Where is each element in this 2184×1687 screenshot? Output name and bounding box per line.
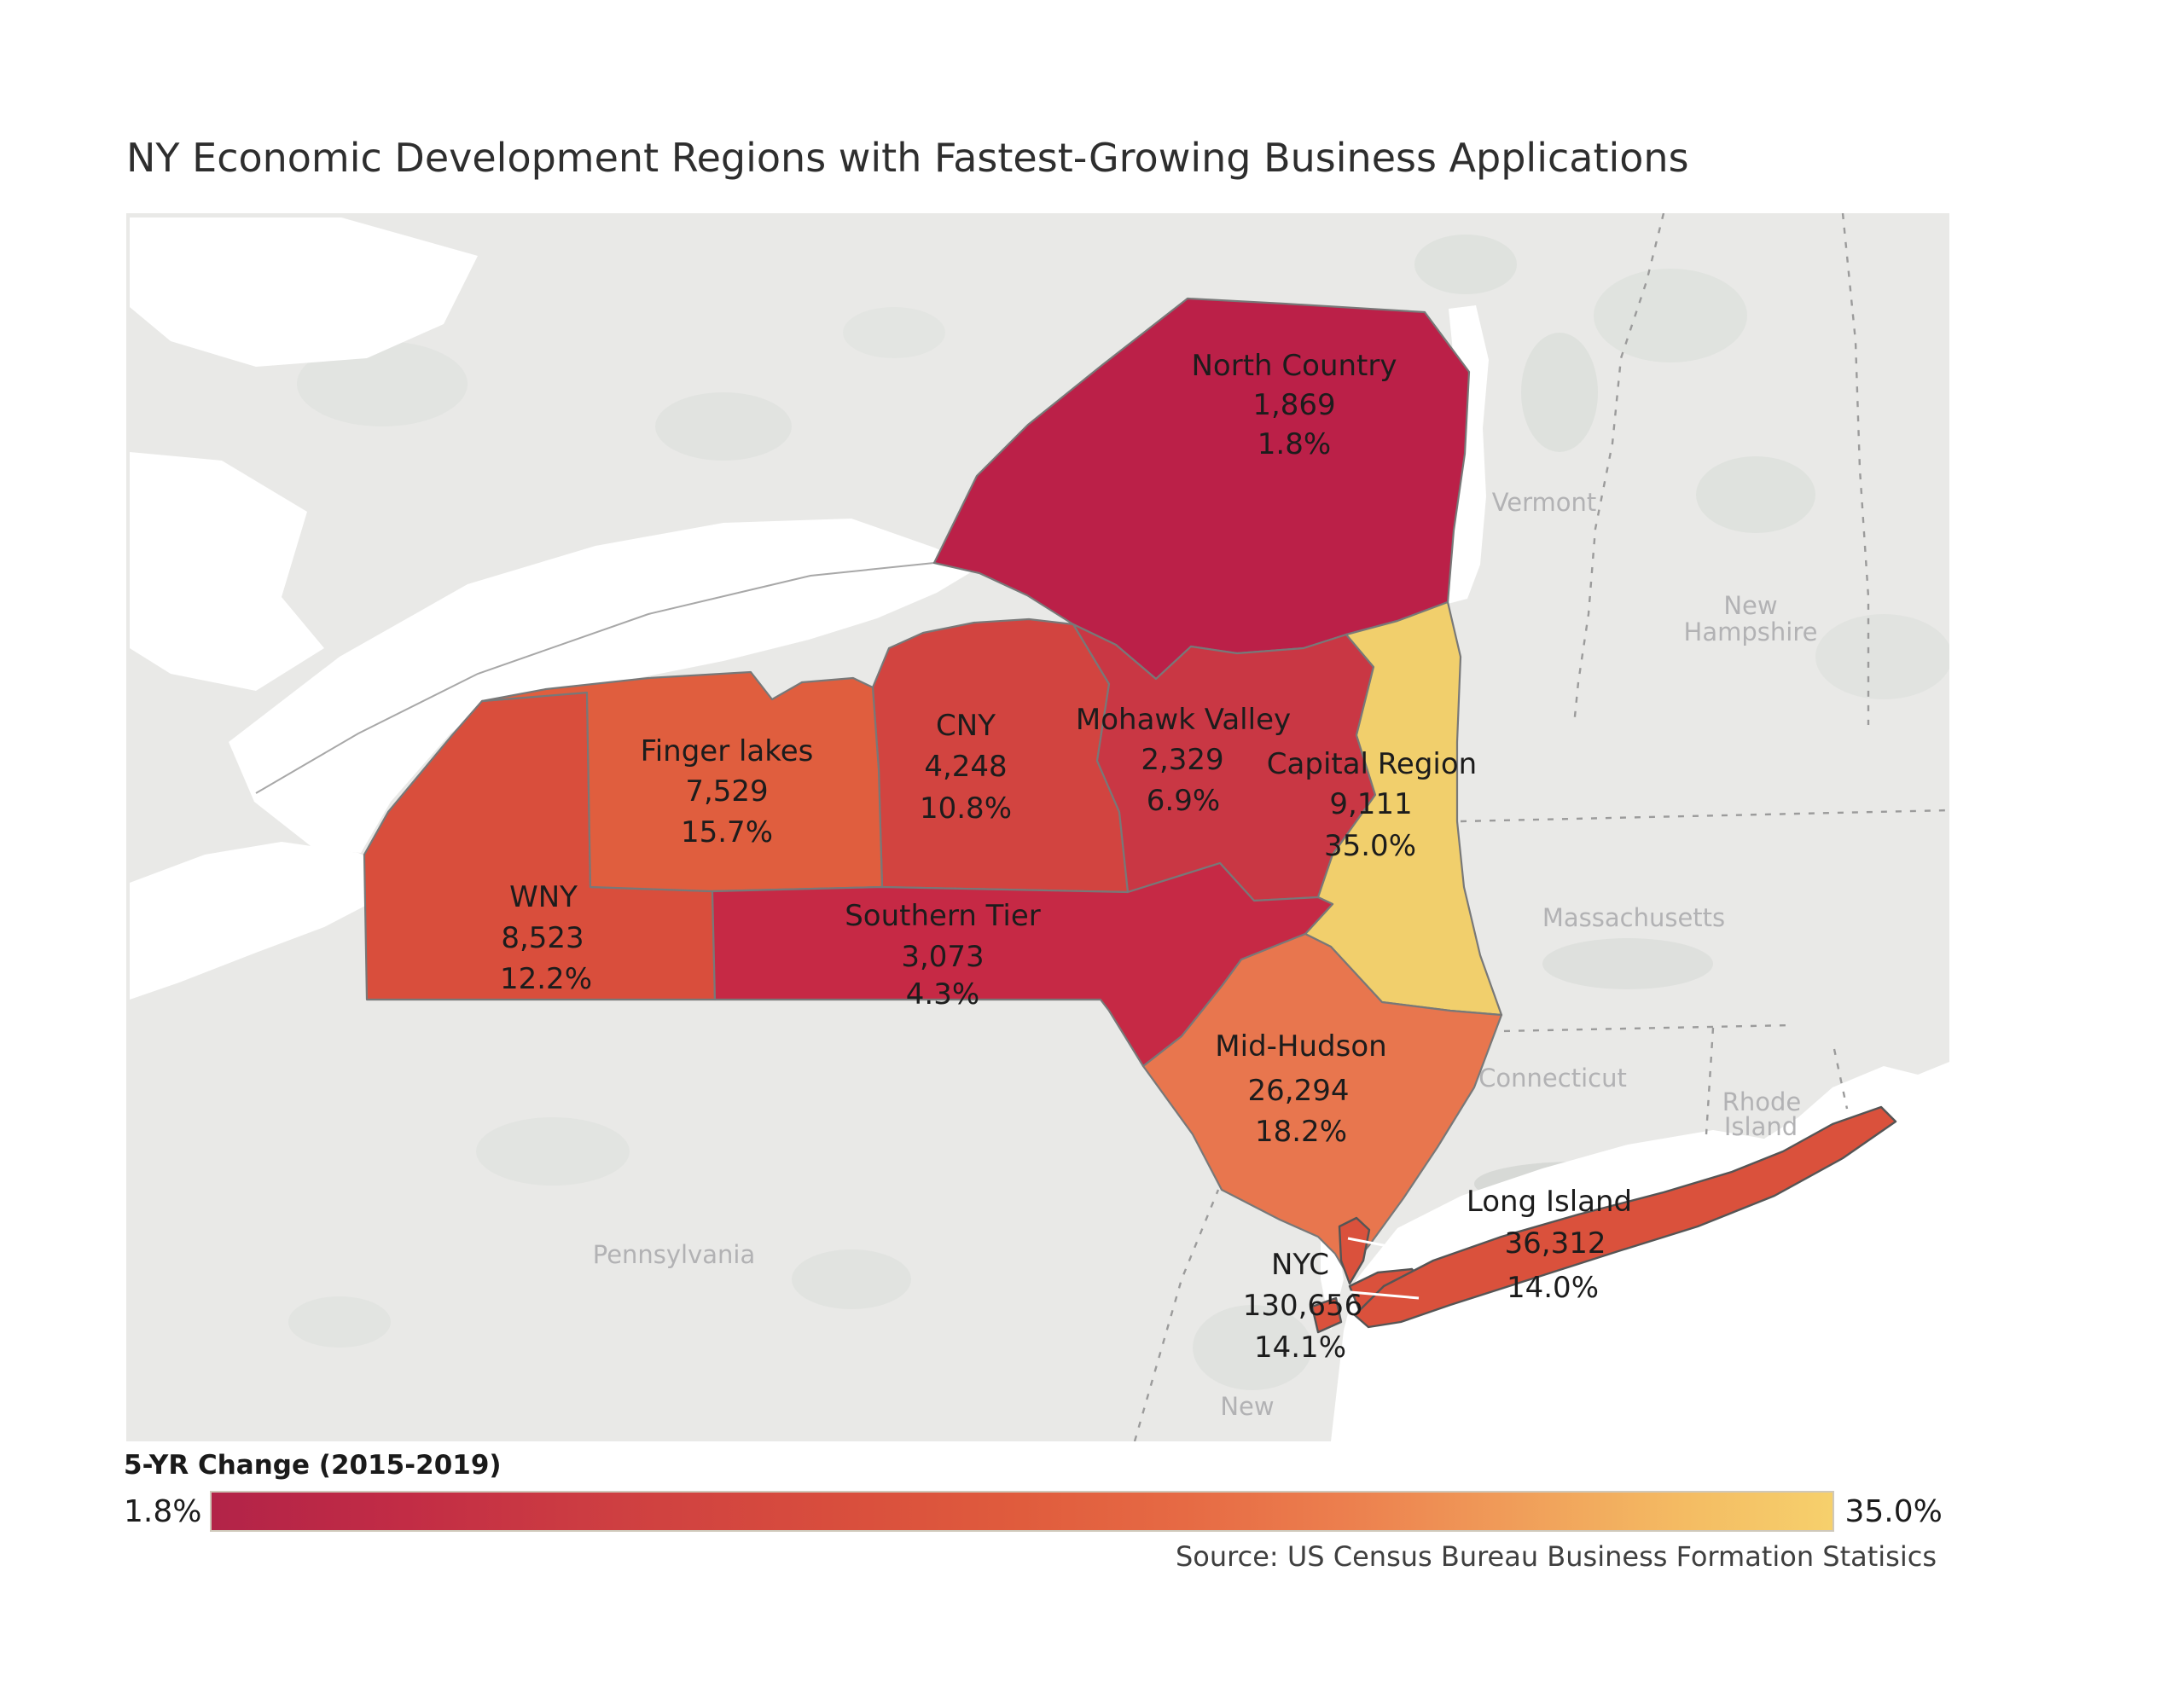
region-nyc-staten-island[interactable] [1310,1296,1343,1334]
state-label-pennsylvania: Pennsylvania [593,1240,756,1269]
legend-max-label: 35.0% [1844,1493,1943,1529]
border-ct-ri [1705,1027,1715,1135]
border-pa-nj [1133,1189,1220,1441]
border-vt-nh [1572,213,1665,726]
region-label-north-country-change: 1.8% [1258,427,1331,461]
region-label-capital-region-name: Capital Region [1267,747,1477,781]
region-label-long-island-change: 14.0% [1507,1271,1599,1305]
legend-min-label: 1.8% [124,1493,202,1529]
region-label-nyc-name: NYC [1271,1248,1329,1282]
region-label-mohawk-valley-change: 6.9% [1147,784,1220,818]
region-label-wny-name: WNY [509,880,578,914]
region-label-mohawk-valley-applications: 2,329 [1141,743,1223,777]
state-label-rhode-island-line2: Island [1724,1112,1798,1141]
water-bodies [130,217,1949,1441]
ny-map: Vermont New Hampshire Massachusetts Conn… [130,213,1949,1441]
region-labels: North Country 1,869 1.8% Finger lakes 7,… [500,349,1632,1365]
region-label-cny-applications: 4,248 [924,750,1007,784]
region-label-north-country-applications: 1,869 [1252,388,1335,422]
region-label-southern-tier-change: 4.3% [906,977,979,1012]
state-labels: Vermont New Hampshire Massachusetts Conn… [593,488,1818,1421]
region-label-mid-hudson-change: 18.2% [1255,1115,1347,1149]
state-label-new-hampshire-line1: New [1723,591,1777,620]
border-ri-coast [1833,1048,1849,1110]
region-label-wny-applications: 8,523 [501,921,584,955]
region-label-southern-tier-name: Southern Tier [845,899,1041,933]
lake-ontario [229,519,979,853]
region-label-capital-region-applications: 9,111 [1329,787,1412,821]
state-label-massachusetts: Massachusetts [1542,903,1725,932]
region-label-finger-lakes-change: 15.7% [681,815,773,849]
region-label-long-island-name: Long Island [1467,1185,1632,1219]
region-label-mid-hudson-applications: 26,294 [1248,1074,1350,1108]
color-legend: 1.8% 35.0% [124,1491,1943,1532]
map-canvas: Vermont New Hampshire Massachusetts Conn… [126,213,1949,1441]
border-lake-ontario [255,562,935,794]
long-island-leader-line-bottom [1350,1290,1420,1300]
state-label-rhode-island-line1: Rhode [1722,1087,1802,1116]
border-vt-ma [1460,809,1949,823]
region-finger-lakes[interactable] [480,670,884,893]
region-label-nyc-applications: 130,656 [1243,1289,1363,1323]
state-label-connecticut: Connecticut [1478,1064,1627,1093]
legend-gradient-bar [210,1491,1835,1532]
page-title: NY Economic Development Regions with Fas… [126,135,1689,181]
border-ma-ct [1460,1023,1792,1034]
region-label-north-country-name: North Country [1192,349,1397,383]
region-label-capital-region-change: 35.0% [1324,829,1416,863]
region-mid-hudson[interactable] [1141,932,1503,1274]
region-label-southern-tier-applications: 3,073 [901,940,984,974]
region-label-finger-lakes-name: Finger lakes [641,734,814,768]
region-label-finger-lakes-applications: 7,529 [685,774,768,809]
region-label-nyc-change: 14.1% [1254,1330,1346,1365]
state-borders [255,213,1949,1441]
long-island-leader-line-top [1347,1237,1420,1254]
legend-title: 5-YR Change (2015-2019) [124,1450,502,1481]
region-label-long-island-applications: 36,312 [1505,1226,1606,1261]
region-label-wny-change: 12.2% [500,962,592,996]
water-canada-west [130,452,324,691]
state-label-new-hampshire-line2: Hampshire [1684,617,1818,646]
region-label-cny-name: CNY [936,709,996,743]
regions [363,297,1897,1334]
state-label-new-jersey: New [1220,1392,1274,1421]
region-nyc-manhattan-bronx[interactable] [1338,1216,1371,1285]
region-long-island[interactable] [1353,1105,1897,1329]
lake-erie [130,842,369,1000]
source-attribution: Source: US Census Bureau Business Format… [1175,1540,1937,1573]
region-label-mid-hudson-name: Mid-Hudson [1215,1029,1386,1064]
region-label-mohawk-valley-name: Mohawk Valley [1076,703,1291,737]
state-label-vermont: Vermont [1492,488,1597,517]
region-label-cny-change: 10.8% [920,791,1012,826]
water-canada-northwest [130,217,478,367]
